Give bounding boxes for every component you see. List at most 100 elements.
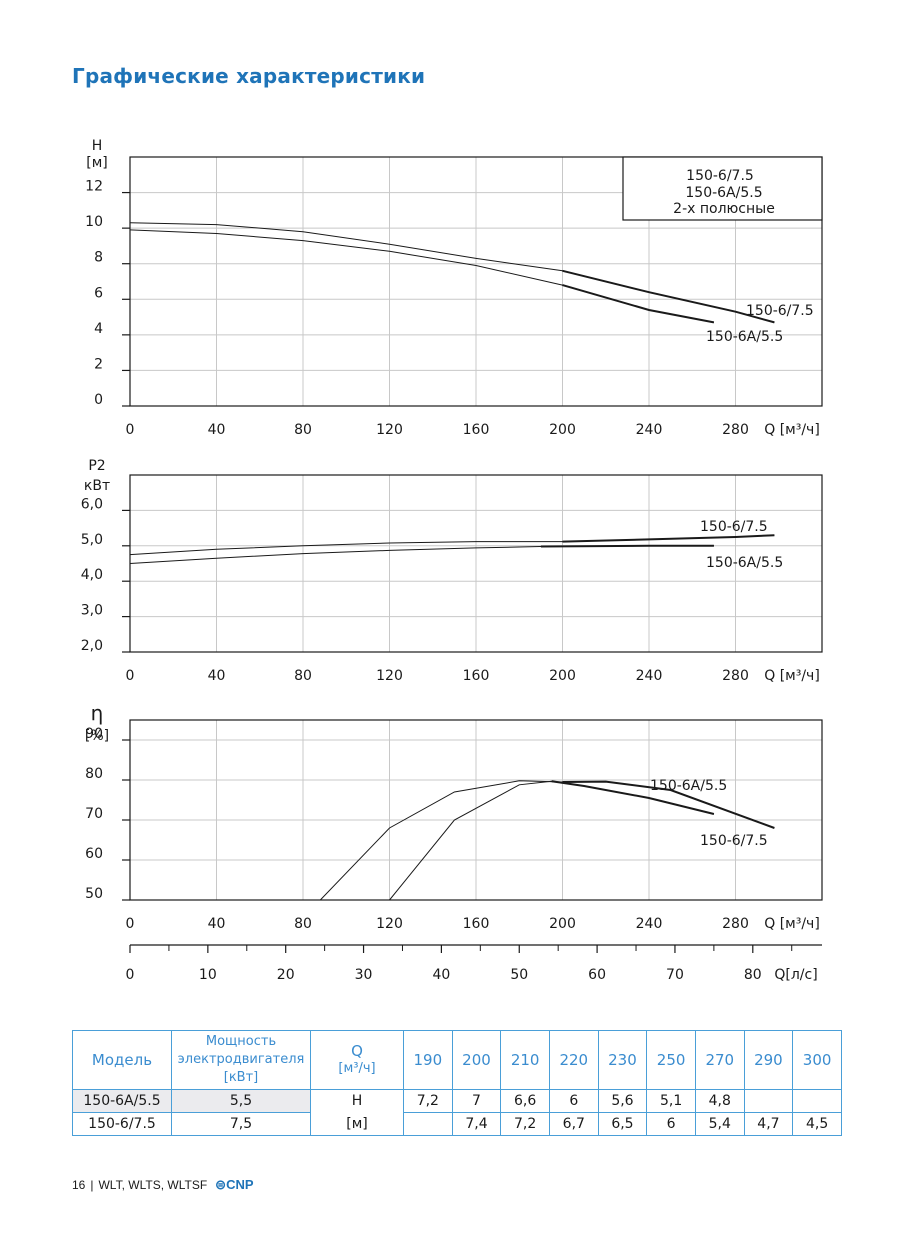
head-value-cell: 6,5 [597,1112,648,1136]
y-tick-label: 12 [85,179,103,195]
legend-box [622,156,823,221]
power-cell: 7,5 [171,1112,311,1136]
x-tick-label: 200 [549,916,576,932]
x-tick-label: 40 [208,422,226,438]
x-tick-label: 120 [376,916,403,932]
secondary-tick-label: 70 [666,967,684,983]
model-cell: 150-6A/5.5 [72,1089,172,1113]
series-label-75: 150-6/7.5 [700,519,768,535]
series-label-55: 150-6A/5.5 [706,555,783,571]
q-value-cell: 210 [500,1030,550,1090]
x-tick-label: 0 [126,916,135,932]
x-tick-label: 280 [722,916,749,932]
series-line-150-6-7-5 [129,222,775,323]
y-tick-label: 5,0 [81,532,103,548]
head-value-cell: 7 [451,1089,502,1113]
y-axis-title: η [91,701,104,725]
x-tick-label: 40 [208,916,226,932]
page-footer: 16 | WLT, WLTS, WLTSF ⊜CNP [72,1177,254,1192]
y-tick-label: 3,0 [81,603,103,619]
x-tick-label: 0 [126,422,135,438]
header-power-line1: Мощность [205,1034,277,1049]
plot-frame [129,156,823,407]
x-tick-label: 240 [636,916,663,932]
model-cell: 150-6/7.5 [72,1112,172,1136]
head-value-cell: 6 [548,1089,599,1113]
head-value-cell: 4,5 [792,1112,842,1136]
legend-line: 150-6/7.5 [686,168,754,184]
q-value-cell: 200 [451,1030,502,1090]
q-value-cell: 250 [646,1030,696,1090]
x-tick-label: 160 [463,422,490,438]
x-tick-label: 0 [126,668,135,684]
series-line-150-6A-5-5 [129,545,714,564]
x-tick-label: 280 [722,668,749,684]
series-line-150-6A-5-5 [129,229,714,323]
table-row: 150-6/7.5 7,5 [м] 7,4 7,2 6,7 6,5 6 5,4 … [72,1112,842,1136]
y-tick-label: 0 [94,392,103,408]
table-header-row: Модель Мощность электродвигателя [кВт] Q… [72,1030,842,1090]
secondary-axis-unit: Q[л/с] [774,967,817,983]
x-axis-unit: Q [м³/ч] [764,422,820,438]
y-axis-unit: [%] [85,728,109,744]
header-power-line3: [кВт] [223,1070,259,1085]
head-value-cell: 5,6 [597,1089,648,1113]
x-tick-label: 240 [636,668,663,684]
legend-line: 2-х полюсные [673,201,775,217]
series-operating-range [562,780,775,829]
series-line-150-6-7-5 [389,780,715,901]
header-power-line2: электродвигателя [177,1052,305,1067]
y-tick-label: 4 [94,321,103,337]
q-value-cell: 230 [597,1030,648,1090]
header-q: Q [м³/ч] [310,1030,404,1090]
secondary-tick-label: 50 [510,967,528,983]
q-value-cell: 300 [792,1030,842,1090]
x-tick-label: 80 [294,422,312,438]
series-operating-range [562,534,775,543]
legend-line: 150-6A/5.5 [685,185,762,201]
head-value-cell: 6 [646,1112,696,1136]
performance-table: Модель Мощность электродвигателя [кВт] Q… [72,1030,842,1136]
y-tick-label: 2,0 [81,638,103,654]
secondary-tick-label: 40 [432,967,450,983]
series-label-75: 150-6/7.5 [746,303,814,319]
header-power: Мощность электродвигателя [кВт] [171,1030,311,1090]
series-label-55: 150-6A/5.5 [650,778,727,794]
x-tick-label: 280 [722,422,749,438]
y-tick-label: 50 [85,886,103,902]
header-q-unit: [м³/ч] [338,1061,376,1076]
series-operating-range [540,544,714,548]
header-model: Модель [72,1030,172,1090]
h-label-top: H [310,1089,404,1113]
x-tick-label: 240 [636,422,663,438]
x-tick-label: 120 [376,422,403,438]
x-tick-label: 160 [463,668,490,684]
q-value-cell: 270 [694,1030,745,1090]
x-tick-label: 80 [294,668,312,684]
x-axis-unit: Q [м³/ч] [764,916,820,932]
secondary-tick-label: 30 [355,967,373,983]
x-tick-label: 80 [294,916,312,932]
y-tick-label: 70 [85,806,103,822]
x-tick-label: 200 [549,422,576,438]
head-value-cell: 4,8 [694,1089,745,1113]
y-tick-label: 60 [85,846,103,862]
q-value-cell: 190 [403,1030,453,1090]
secondary-tick-label: 10 [199,967,217,983]
q-value-cell: 220 [548,1030,599,1090]
header-q-symbol: Q [351,1042,363,1060]
secondary-tick-label: 0 [126,967,135,983]
y-tick-label: 4,0 [81,567,103,583]
head-value-cell [403,1112,453,1136]
x-tick-label: 200 [549,668,576,684]
head-value-cell: 5,4 [694,1112,745,1136]
head-value-cell: 4,7 [743,1112,794,1136]
footer-series: WLT, WLTS, WLTSF [98,1178,208,1192]
head-value-cell: 6,7 [548,1112,599,1136]
table-row: 150-6A/5.5 5,5 H 7,2 7 6,6 6 5,6 5,1 4,8 [72,1089,842,1113]
y-axis-title: H [92,138,103,154]
secondary-tick-label: 60 [588,967,606,983]
y-axis-unit: [м] [86,155,108,171]
series-label-55: 150-6A/5.5 [706,329,783,345]
head-value-cell: 7,2 [403,1089,453,1113]
